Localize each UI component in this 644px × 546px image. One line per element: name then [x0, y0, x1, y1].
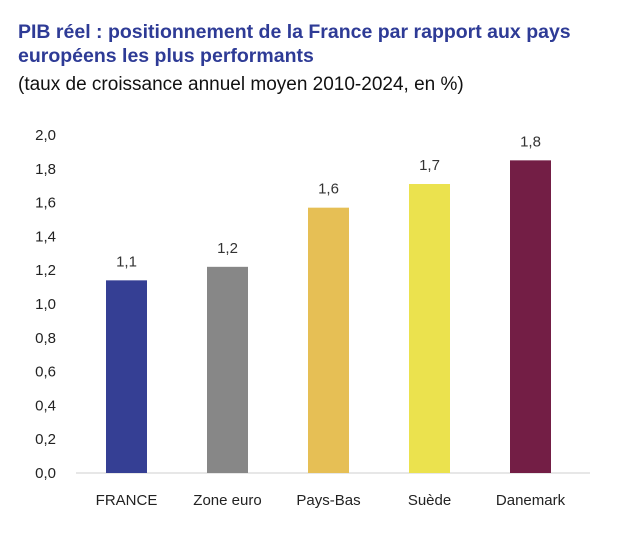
y-tick-label: 1,2 — [35, 262, 56, 279]
data-labels: 1,1 1,2 1,6 1,7 1,8 — [116, 133, 541, 270]
x-category-label: Danemark — [496, 492, 566, 509]
y-tick-label: 0,6 — [35, 364, 56, 381]
y-tick-label: 0,4 — [35, 397, 56, 414]
x-category-label: Pays-Bas — [296, 492, 360, 509]
y-tick-label: 1,8 — [35, 161, 56, 178]
data-label: 1,2 — [217, 240, 238, 257]
data-label: 1,1 — [116, 253, 137, 270]
y-tick-label: 2,0 — [35, 127, 56, 144]
chart-title: PIB réel : positionnement de la France p… — [18, 21, 571, 67]
data-label: 1,6 — [318, 181, 339, 198]
y-tick-label: 1,4 — [35, 228, 56, 245]
bar — [106, 280, 147, 473]
bar — [207, 266, 248, 473]
y-tick-label: 0,2 — [35, 431, 56, 448]
bar — [308, 207, 349, 474]
y-tick-label: 0,0 — [35, 465, 56, 482]
bar — [409, 184, 450, 473]
x-category-label: Suède — [408, 492, 451, 509]
x-axis-categories: FRANCE Zone euro Pays-Bas Suède Danemark — [96, 492, 566, 509]
x-category-label: FRANCE — [96, 492, 158, 509]
data-label: 1,8 — [520, 133, 541, 150]
y-tick-label: 1,0 — [35, 296, 56, 313]
bars — [106, 160, 551, 474]
y-tick-label: 0,8 — [35, 330, 56, 347]
y-axis-ticks: 0,0 0,2 0,4 0,6 0,8 1,0 1,2 1,4 1,6 1,8 2,0 — [35, 127, 56, 482]
chart-subtitle: (taux de croissance annuel moyen 2010-20… — [18, 74, 464, 95]
data-label: 1,7 — [419, 157, 440, 174]
x-category-label: Zone euro — [193, 492, 261, 509]
bar — [510, 160, 551, 473]
y-tick-label: 1,6 — [35, 195, 56, 212]
